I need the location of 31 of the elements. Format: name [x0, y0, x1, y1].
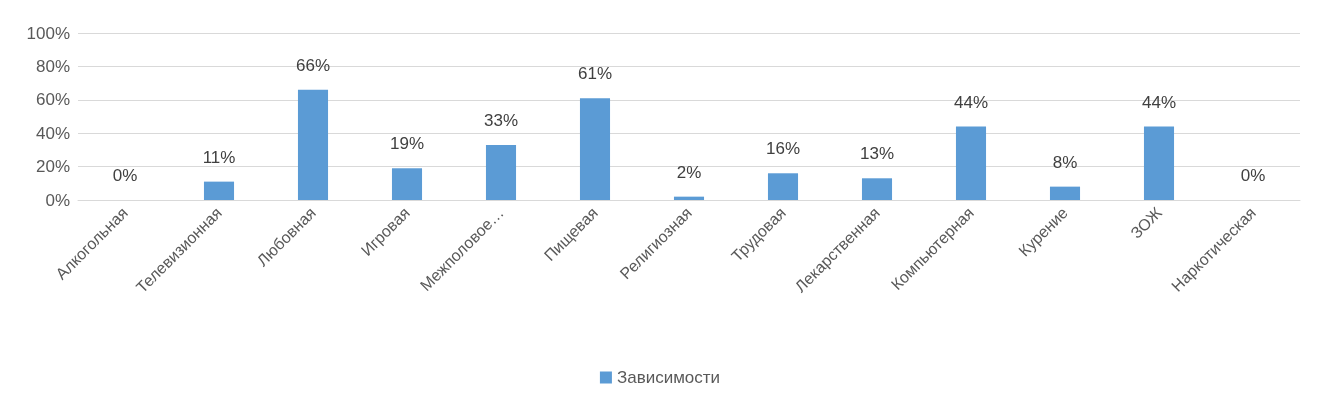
data-label: 0%: [112, 166, 138, 185]
y-tick-label: 60%: [35, 90, 70, 110]
bar: [955, 126, 987, 200]
bar: [485, 144, 517, 200]
bar: [767, 173, 799, 200]
data-label: 2%: [676, 162, 702, 182]
data-label: 8%: [1052, 152, 1078, 172]
data-label: 33%: [483, 110, 519, 130]
data-label: 13%: [859, 144, 895, 164]
bar: [673, 196, 705, 200]
data-label: 61%: [577, 64, 613, 84]
bar: [391, 168, 423, 200]
bar: [297, 89, 329, 200]
y-tick-label: 20%: [35, 157, 70, 177]
data-label: 66%: [295, 55, 331, 75]
data-label: 0%: [1240, 166, 1266, 185]
data-label: 19%: [389, 134, 425, 154]
y-tick-label: 40%: [35, 123, 70, 143]
y-tick-label: 80%: [35, 56, 70, 76]
data-label: 16%: [765, 139, 801, 159]
data-label: 44%: [953, 92, 989, 112]
y-tick-label: 100%: [26, 23, 70, 43]
data-label: 11%: [202, 147, 236, 167]
y-tick-label: 0%: [45, 190, 70, 210]
bar: [203, 181, 235, 200]
legend-label: Зависимости: [616, 368, 721, 387]
bar: [1049, 186, 1081, 200]
data-label: 44%: [1141, 92, 1177, 112]
bar: [579, 98, 611, 200]
bar: [1143, 126, 1175, 200]
bar: [861, 178, 893, 200]
